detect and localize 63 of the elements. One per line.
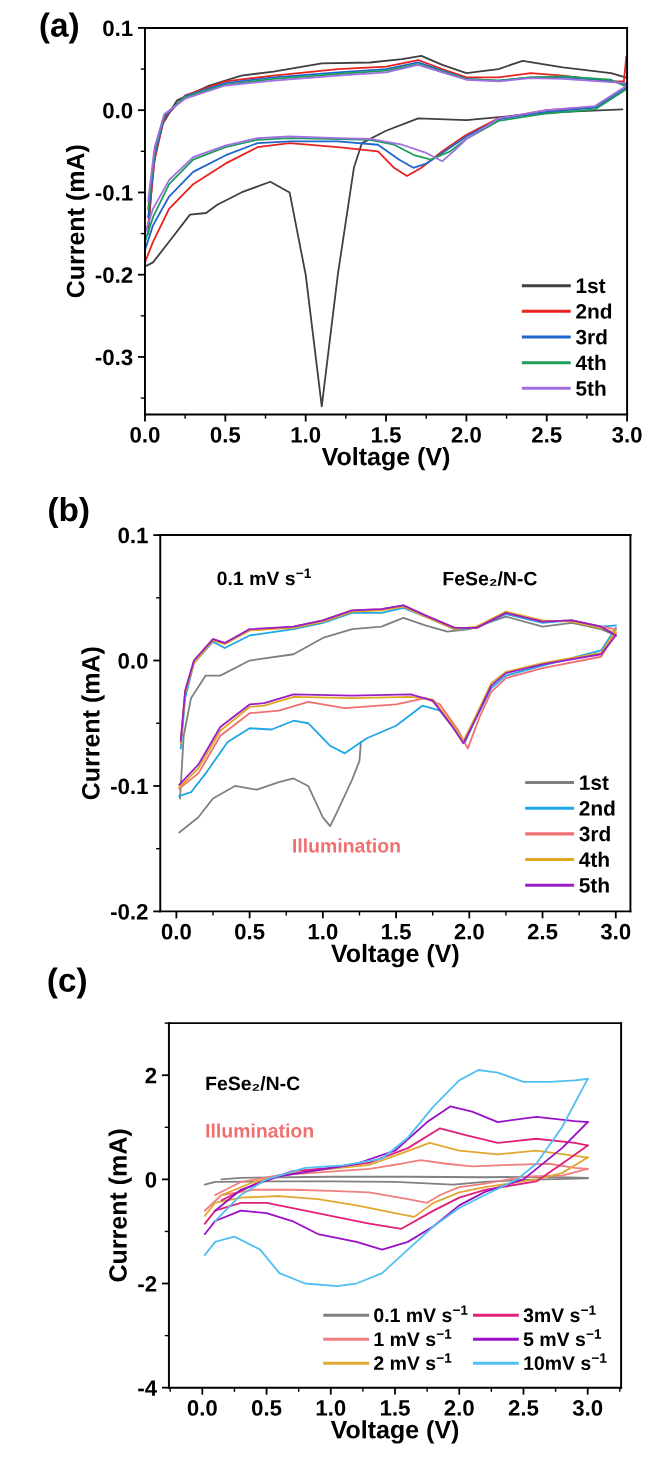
legend-label: 5th bbox=[579, 877, 609, 893]
legend-label: 1st bbox=[576, 278, 606, 294]
x-tick-label: 1.5 bbox=[380, 1400, 410, 1416]
legend-label: 3mV s$^{−1}$ bbox=[523, 1305, 596, 1323]
x-tick-label: 1.0 bbox=[291, 426, 321, 443]
x-axis-title: Voltage (V) bbox=[321, 447, 450, 471]
text: (c) bbox=[48, 967, 86, 999]
legend-label: 3rd bbox=[579, 826, 610, 842]
y-tick-label: 0.0 bbox=[103, 102, 133, 119]
annotation: Illumination bbox=[293, 838, 400, 853]
y-axis-title: Current (mA) bbox=[81, 647, 105, 800]
legend-label: 1 mV s$^{−1}$ bbox=[374, 1329, 452, 1347]
x-tick-label: 2.5 bbox=[508, 1400, 539, 1416]
annotation: FeSe₂/N-C bbox=[443, 571, 537, 586]
x-tick-label: 1.5 bbox=[382, 924, 411, 940]
x-tick-label: 2.5 bbox=[527, 923, 558, 940]
legend-label: 3rd bbox=[575, 329, 607, 345]
legend-label: 4th bbox=[575, 354, 606, 371]
text: (a) bbox=[40, 12, 78, 44]
x-tick-label: 1.5 bbox=[371, 427, 401, 443]
x-tick-label: 3.0 bbox=[600, 923, 631, 940]
legend-label: 10mV s$^{−1}$ bbox=[524, 1353, 607, 1371]
x-tick-label: 2.0 bbox=[444, 1400, 474, 1416]
y-tick-label: -0.1 bbox=[111, 778, 148, 795]
x-tick-label: 0.5 bbox=[210, 426, 241, 443]
x-tick-label: 1.0 bbox=[316, 1400, 346, 1416]
legend-label: 1st bbox=[580, 775, 609, 791]
x-tick-label: 0.5 bbox=[251, 1400, 282, 1416]
text: (b) bbox=[49, 496, 89, 529]
annotation: 0.1 mV s$^{−1}$ bbox=[217, 568, 311, 586]
x-tick-label: 3.0 bbox=[612, 426, 642, 443]
y-tick-label: -0.1 bbox=[95, 184, 133, 201]
y-tick-label: -0.2 bbox=[111, 903, 148, 920]
y-tick-label: -0.3 bbox=[95, 349, 133, 366]
y-tick-label: -2 bbox=[138, 1276, 157, 1292]
legend-label: 5th bbox=[576, 380, 606, 396]
y-tick-label: 2 bbox=[145, 1067, 157, 1084]
legend-label: 2nd bbox=[579, 800, 615, 816]
x-tick-label: 0.0 bbox=[161, 923, 191, 940]
y-axis-title: Current (mA) bbox=[66, 145, 90, 298]
x-tick-label: 3.0 bbox=[572, 1400, 603, 1416]
x-axis-title: Voltage (V) bbox=[330, 1420, 459, 1444]
x-tick-label: 1.0 bbox=[308, 923, 338, 940]
annotation: Illumination bbox=[206, 1123, 313, 1138]
x-tick-label: 2.0 bbox=[451, 426, 481, 443]
y-tick-label: 0.1 bbox=[103, 20, 133, 37]
legend-label: 2 mV s$^{−1}$ bbox=[374, 1353, 452, 1371]
y-tick-label: -0.2 bbox=[95, 267, 133, 283]
x-tick-label: 2.0 bbox=[454, 923, 484, 940]
annotation: FeSe₂/N-C bbox=[206, 1076, 300, 1091]
legend-label: 0.1 mV s$^{−1}$ bbox=[374, 1305, 468, 1323]
x-axis-title: Voltage (V) bbox=[331, 943, 459, 968]
y-tick-label: 0.0 bbox=[118, 653, 148, 669]
y-axis-title: Current (mA) bbox=[108, 1129, 132, 1282]
legend-label: 4th bbox=[579, 851, 609, 868]
legend-label: 5 mV s$^{−1}$ bbox=[523, 1329, 602, 1347]
x-tick-label: 2.5 bbox=[532, 426, 562, 443]
y-tick-label: 0.1 bbox=[118, 527, 148, 544]
legend-label: 2nd bbox=[576, 303, 612, 319]
x-tick-label: 0.0 bbox=[187, 1400, 217, 1416]
y-tick-label: -4 bbox=[138, 1380, 157, 1396]
y-tick-label: 0 bbox=[145, 1171, 157, 1188]
x-tick-label: 0.5 bbox=[235, 923, 265, 940]
